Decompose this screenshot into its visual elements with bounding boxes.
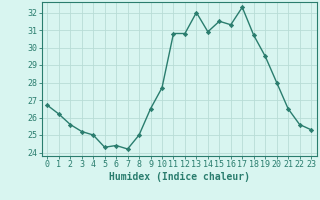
- X-axis label: Humidex (Indice chaleur): Humidex (Indice chaleur): [109, 172, 250, 182]
